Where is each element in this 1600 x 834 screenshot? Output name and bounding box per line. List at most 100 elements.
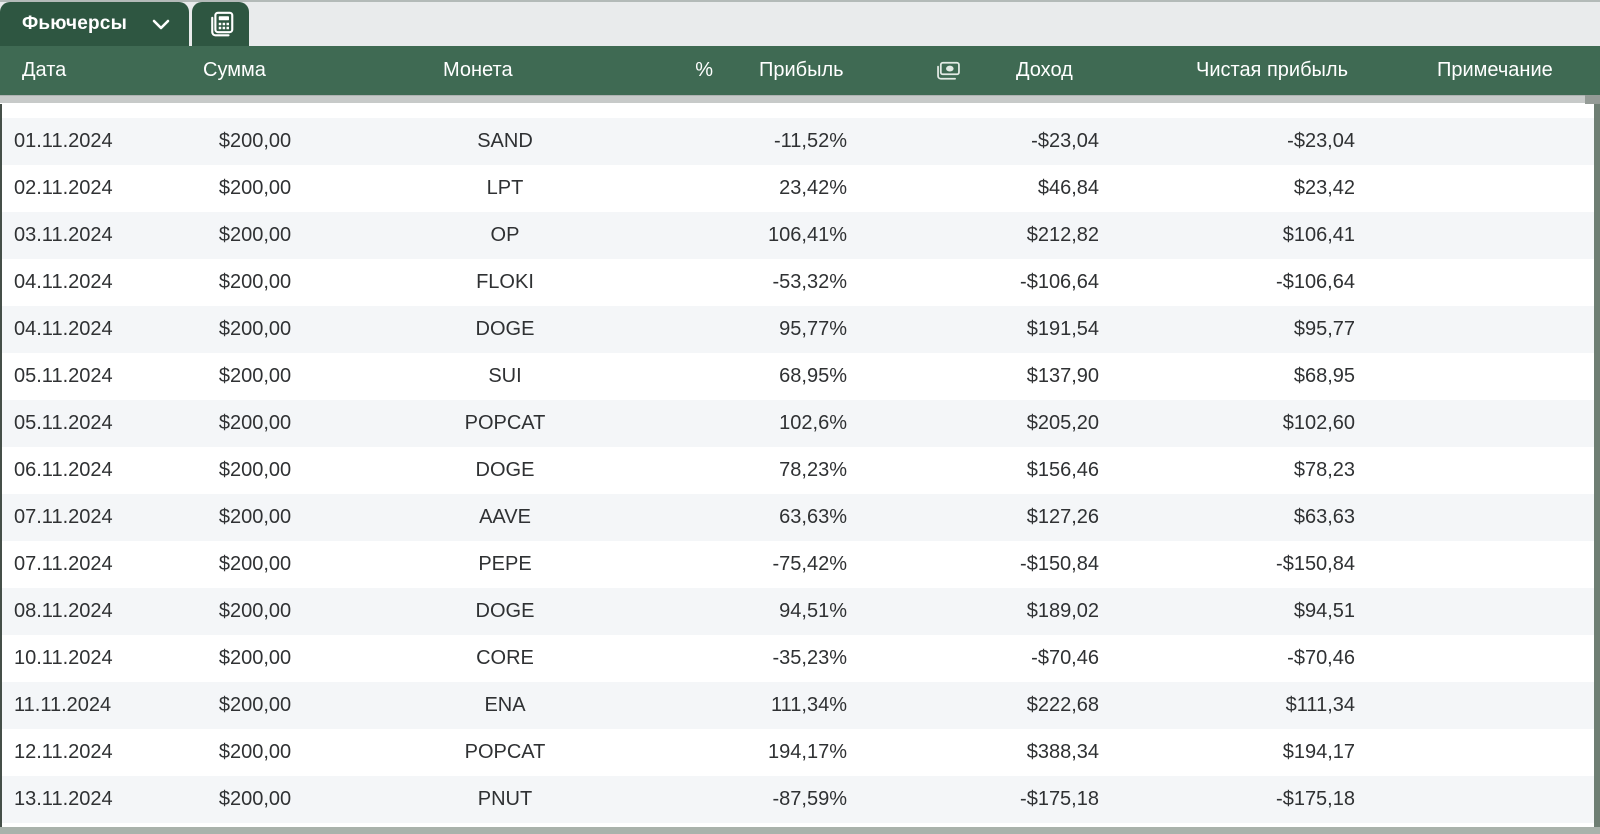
cell-profit[interactable]: -53,32% xyxy=(772,271,848,293)
cell-coin[interactable]: AAVE xyxy=(479,506,531,528)
cell-income[interactable]: -$150,84 xyxy=(1020,553,1099,575)
column-header-profit[interactable]: Прибыль xyxy=(759,59,844,81)
cell-amount[interactable]: $200,00 xyxy=(218,553,292,575)
cell-amount[interactable]: $200,00 xyxy=(218,694,292,716)
cell-coin[interactable]: SUI xyxy=(488,365,522,387)
cell-profit[interactable]: -35,23% xyxy=(772,647,848,669)
cell-income[interactable]: -$106,64 xyxy=(1020,271,1099,293)
cell-coin[interactable]: PNUT xyxy=(477,788,533,810)
column-header-amount[interactable]: Сумма xyxy=(203,59,266,81)
cell-date[interactable]: 13.11.2024 xyxy=(14,788,113,810)
cell-income[interactable]: $205,20 xyxy=(1026,412,1099,434)
cell-amount[interactable]: $200,00 xyxy=(218,741,292,763)
column-header-date[interactable]: Дата xyxy=(22,59,67,81)
vertical-scrollbar[interactable] xyxy=(1594,104,1600,834)
cell-date[interactable]: 05.11.2024 xyxy=(14,365,113,387)
cell-date[interactable]: 04.11.2024 xyxy=(14,271,113,293)
cell-net-profit[interactable]: $194,17 xyxy=(1282,741,1355,763)
cell-coin[interactable]: ENA xyxy=(484,694,526,716)
cell-income[interactable]: -$70,46 xyxy=(1031,647,1099,669)
cell-net-profit[interactable]: -$175,18 xyxy=(1276,788,1355,810)
cell-date[interactable]: 10.11.2024 xyxy=(14,647,113,669)
column-header-income[interactable]: Доход xyxy=(1016,59,1073,81)
column-header-net-profit[interactable]: Чистая прибыль xyxy=(1196,59,1348,81)
cell-date[interactable]: 11.11.2024 xyxy=(14,694,112,716)
cell-net-profit[interactable]: $78,23 xyxy=(1293,459,1355,481)
cell-date[interactable]: 04.11.2024 xyxy=(14,318,113,340)
cell-amount[interactable]: $200,00 xyxy=(218,647,292,669)
cell-coin[interactable]: POPCAT xyxy=(464,741,546,763)
cell-profit[interactable]: 63,63% xyxy=(779,506,847,528)
cell-net-profit[interactable]: $63,63 xyxy=(1293,506,1355,528)
cell-net-profit[interactable]: $106,41 xyxy=(1282,224,1355,246)
cell-income[interactable]: -$23,04 xyxy=(1031,130,1099,152)
cell-income[interactable]: $137,90 xyxy=(1026,365,1099,387)
cell-profit[interactable]: 95,77% xyxy=(779,318,847,340)
cell-amount[interactable]: $200,00 xyxy=(218,224,292,246)
cell-amount[interactable]: $200,00 xyxy=(218,459,292,481)
cell-profit[interactable]: 23,42% xyxy=(779,177,847,199)
cell-coin[interactable]: CORE xyxy=(476,647,534,669)
frozen-row-divider[interactable] xyxy=(0,95,1600,104)
cell-coin[interactable]: POPCAT xyxy=(464,412,546,434)
cell-income[interactable]: $222,68 xyxy=(1026,694,1099,716)
cell-income[interactable]: $127,26 xyxy=(1026,506,1099,528)
cell-coin[interactable]: OP xyxy=(490,224,520,246)
cell-net-profit[interactable]: $94,51 xyxy=(1293,600,1355,622)
cell-amount[interactable]: $200,00 xyxy=(218,271,292,293)
cell-coin[interactable]: LPT xyxy=(486,177,524,199)
tab-calculator[interactable] xyxy=(192,2,249,46)
cell-coin[interactable]: DOGE xyxy=(475,318,535,340)
column-header-coin[interactable]: Монета xyxy=(443,59,513,81)
cell-net-profit[interactable]: -$150,84 xyxy=(1276,553,1355,575)
cell-profit[interactable]: 94,51% xyxy=(779,600,847,622)
cell-income[interactable]: $156,46 xyxy=(1026,459,1099,481)
cell-amount[interactable]: $200,00 xyxy=(218,600,292,622)
cell-net-profit[interactable]: $68,95 xyxy=(1293,365,1355,387)
cell-income[interactable]: -$175,18 xyxy=(1020,788,1099,810)
cell-date[interactable]: 05.11.2024 xyxy=(14,412,113,434)
cell-coin[interactable]: FLOKI xyxy=(476,271,534,293)
cell-coin[interactable]: DOGE xyxy=(475,459,535,481)
cell-income[interactable]: $212,82 xyxy=(1026,224,1099,246)
cell-date[interactable]: 07.11.2024 xyxy=(14,553,113,575)
cell-profit[interactable]: 102,6% xyxy=(779,412,847,434)
tab-futures[interactable]: Фьючерсы xyxy=(0,2,189,46)
cell-net-profit[interactable]: $23,42 xyxy=(1293,177,1355,199)
cell-income[interactable]: $46,84 xyxy=(1037,177,1099,199)
column-header-money[interactable] xyxy=(860,60,990,82)
cell-amount[interactable]: $200,00 xyxy=(218,177,292,199)
cell-amount[interactable]: $200,00 xyxy=(218,412,292,434)
cell-profit[interactable]: -75,42% xyxy=(772,553,848,575)
cell-coin[interactable]: SAND xyxy=(477,130,533,152)
column-header-percent[interactable]: % xyxy=(695,59,713,81)
cell-amount[interactable]: $200,00 xyxy=(218,788,292,810)
cell-profit[interactable]: -87,59% xyxy=(772,788,848,810)
cell-net-profit[interactable]: -$70,46 xyxy=(1287,647,1355,669)
cell-income[interactable]: $388,34 xyxy=(1026,741,1099,763)
cell-profit[interactable]: 194,17% xyxy=(768,741,847,763)
cell-date[interactable]: 07.11.2024 xyxy=(14,506,113,528)
cell-amount[interactable]: $200,00 xyxy=(218,130,292,152)
cell-profit[interactable]: -11,52% xyxy=(773,130,847,152)
cell-net-profit[interactable]: $102,60 xyxy=(1282,412,1355,434)
cell-net-profit[interactable]: $95,77 xyxy=(1293,318,1355,340)
cell-date[interactable]: 02.11.2024 xyxy=(14,177,113,199)
column-header-note[interactable]: Примечание xyxy=(1437,59,1553,81)
cell-date[interactable]: 01.11.2024 xyxy=(14,130,113,152)
cell-amount[interactable]: $200,00 xyxy=(218,365,292,387)
cell-profit[interactable]: 78,23% xyxy=(779,459,847,481)
cell-net-profit[interactable]: $111,34 xyxy=(1285,694,1355,716)
cell-profit[interactable]: 68,95% xyxy=(779,365,847,387)
cell-coin[interactable]: PEPE xyxy=(478,553,532,575)
cell-income[interactable]: $189,02 xyxy=(1026,600,1099,622)
cell-date[interactable]: 06.11.2024 xyxy=(14,459,113,481)
cell-amount[interactable]: $200,00 xyxy=(218,318,292,340)
cell-date[interactable]: 08.11.2024 xyxy=(14,600,113,622)
cell-income[interactable]: $191,54 xyxy=(1026,318,1099,340)
cell-date[interactable]: 12.11.2024 xyxy=(14,741,113,763)
cell-date[interactable]: 03.11.2024 xyxy=(14,224,113,246)
cell-coin[interactable]: DOGE xyxy=(475,600,535,622)
cell-profit[interactable]: 111,34% xyxy=(771,694,847,716)
cell-profit[interactable]: 106,41% xyxy=(768,224,847,246)
